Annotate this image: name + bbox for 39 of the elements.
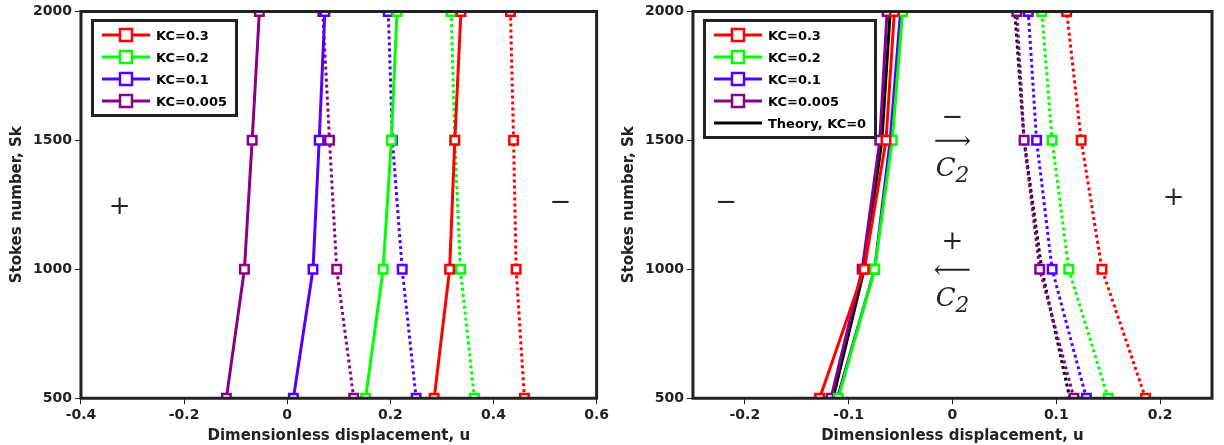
legend-label: Theory, KC=0 (767, 115, 867, 131)
y-tick-label: 1500 (645, 130, 685, 147)
annotation: − (715, 185, 738, 216)
x-tick-label: 0.2 (377, 406, 403, 423)
y-tick-label: 1500 (33, 130, 73, 147)
x-axis-title: Dimensionless displacement, u (821, 425, 1084, 444)
annotation: + (941, 224, 964, 255)
x-tick-label: -0.2 (168, 406, 200, 423)
y-tick-label: 2000 (33, 2, 73, 19)
legend-label: KC=0.3 (155, 27, 209, 43)
x-tick-label: 0 (947, 406, 958, 423)
x-tick-label: 0.1 (1043, 406, 1069, 423)
x-tick-label: 0.4 (481, 406, 507, 423)
y-tick-label: 500 (654, 388, 685, 405)
y-axis-title: Stokes number, Sk (6, 125, 25, 284)
x-tick-label: -0.1 (833, 406, 864, 423)
x-tick-label: 0 (282, 406, 293, 423)
legend-label: KC=0.005 (155, 93, 227, 109)
annotation: + (108, 189, 131, 220)
annotation: C$_{2}$ (935, 282, 970, 318)
y-tick-label: 500 (42, 388, 73, 405)
x-axis-title: Dimensionless displacement, u (207, 425, 471, 444)
annotation: + (1162, 180, 1185, 211)
y-tick-label: 1000 (645, 259, 685, 276)
y-tick-label: 1000 (33, 259, 73, 276)
annotation: − (549, 185, 572, 216)
annotation: ⟵ (933, 254, 972, 285)
legend-label: KC=0.3 (767, 27, 821, 43)
y-axis-title: Stokes number, Sk (618, 125, 637, 284)
x-tick-label: -0.2 (729, 406, 761, 423)
x-tick-label: 0.6 (584, 406, 610, 423)
y-tick-label: 2000 (645, 2, 685, 19)
legend-label: KC=0.1 (155, 71, 209, 87)
legend-label: KC=0.005 (767, 93, 839, 109)
legend-label: KC=0.1 (767, 71, 821, 87)
legend-label: KC=0.2 (767, 49, 821, 65)
x-tick-label: -0.4 (65, 406, 97, 423)
legend-label: KC=0.2 (155, 49, 209, 65)
x-tick-label: 0.2 (1147, 406, 1173, 423)
